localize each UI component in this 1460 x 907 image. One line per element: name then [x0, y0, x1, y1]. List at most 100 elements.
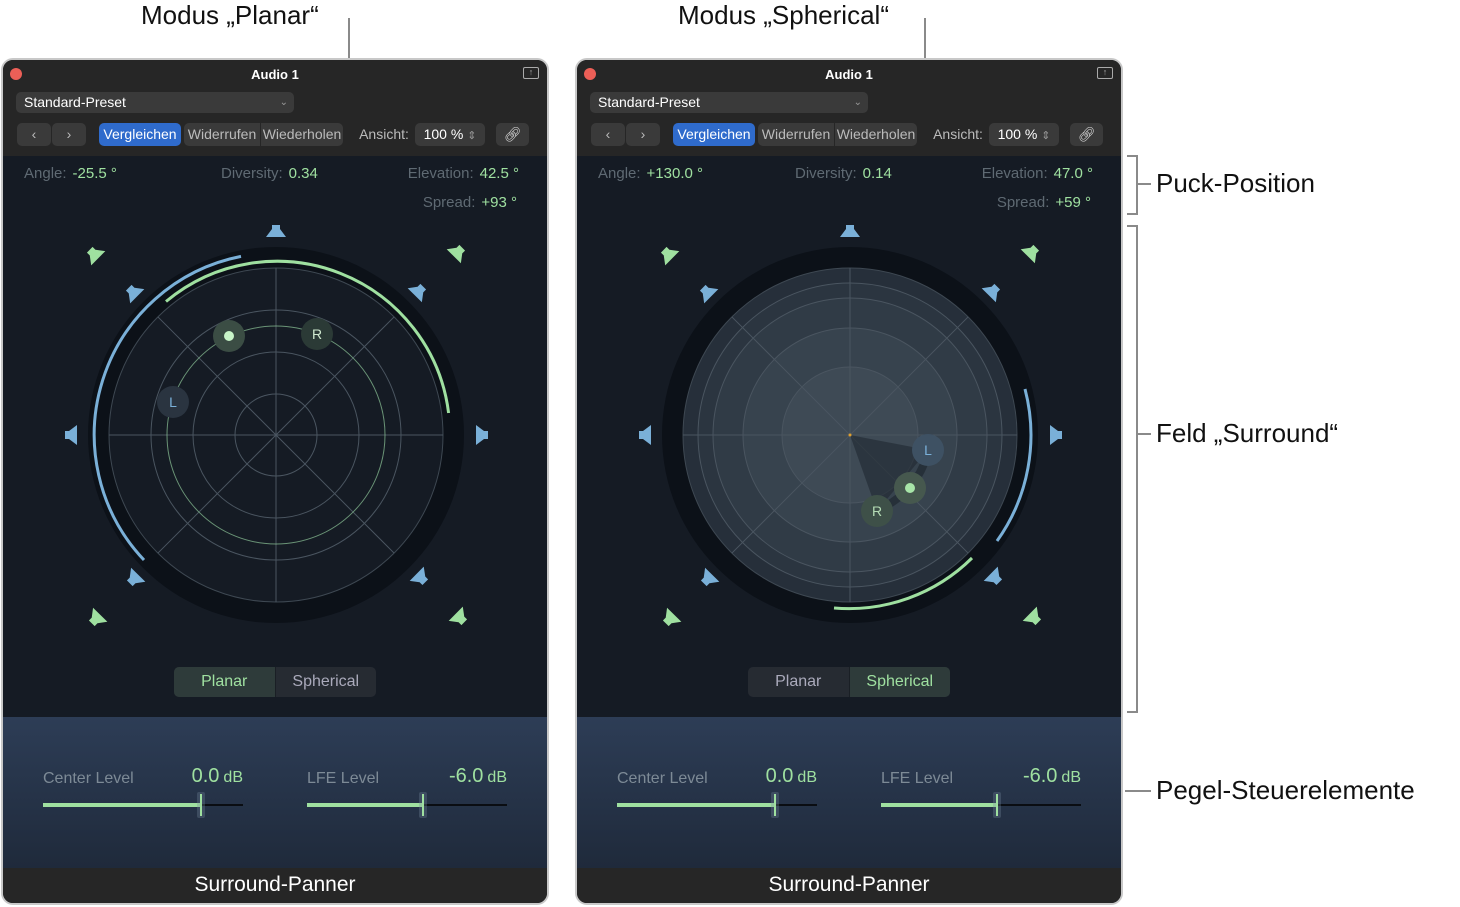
slider-thumb[interactable]	[419, 792, 427, 818]
diversity-value: 0.34	[288, 165, 318, 182]
surround-field[interactable]: LR	[577, 156, 1123, 716]
view-label: Ansicht:	[359, 126, 409, 142]
speaker-icon	[476, 425, 488, 445]
link-icon: 🔗︎	[1077, 126, 1096, 142]
window-title: Audio 1	[825, 67, 873, 82]
preset-value: Standard-Preset	[598, 94, 700, 110]
angle-value: +130.0 °	[646, 165, 704, 182]
surround-field[interactable]: LR	[3, 156, 549, 716]
channel-puck[interactable]	[861, 495, 893, 527]
stepper-icon: ⇕	[1041, 130, 1051, 142]
speaker-icon	[699, 284, 719, 304]
bracket	[1136, 155, 1138, 215]
speaker-icon	[409, 566, 429, 586]
speaker-icon	[86, 246, 106, 266]
speaker-icon	[639, 425, 651, 445]
center-level-label: Center Level	[43, 770, 134, 787]
preset-dropdown[interactable]: Standard-Preset ⌄	[590, 92, 868, 113]
popout-icon[interactable]: ↑	[1097, 67, 1113, 79]
bracket	[1127, 213, 1137, 215]
slider-thumb[interactable]	[771, 792, 779, 818]
planar-mode-button[interactable]: Planar	[775, 673, 822, 690]
slider-thumb[interactable]	[993, 792, 1001, 818]
compare-button[interactable]: Vergleichen	[673, 123, 755, 146]
channel-puck[interactable]	[301, 318, 333, 350]
redo-button[interactable]: Wiederholen	[835, 123, 917, 146]
angle-readout: Angle: +130.0 °	[598, 165, 703, 182]
compare-button[interactable]: Vergleichen	[99, 123, 181, 146]
speaker-icon	[448, 606, 468, 626]
spread-arc-green	[833, 556, 974, 611]
redo-button[interactable]: Wiederholen	[261, 123, 343, 146]
grid-line	[157, 316, 395, 554]
annotation-surround-field: Feld „Surround“	[1156, 418, 1339, 448]
bracket	[1127, 155, 1137, 157]
channel-label-r: R	[872, 503, 882, 519]
speaker-icon	[266, 225, 286, 237]
planar-mode-button[interactable]: Planar	[174, 667, 275, 697]
angle-value: -25.5 °	[72, 165, 117, 182]
lfe-level-label: LFE Level	[881, 770, 954, 787]
center-level-readout: 0.0 dB	[123, 765, 243, 788]
link-button[interactable]: 🔗︎	[496, 123, 529, 146]
spread-readout: Spread: +59 °	[997, 194, 1091, 211]
field-group: LR	[65, 225, 488, 627]
channel-puck[interactable]	[912, 434, 944, 466]
puck[interactable]	[905, 483, 915, 493]
channel-label-r: R	[312, 326, 322, 342]
center-level-slider[interactable]	[617, 792, 817, 818]
spread-arc-blue	[995, 388, 1033, 542]
speaker-icon	[65, 425, 77, 445]
next-preset-button[interactable]: ›	[52, 123, 86, 146]
undo-button[interactable]: Widerrufen	[184, 123, 260, 146]
speaker-icon	[981, 283, 1001, 303]
close-button[interactable]	[10, 68, 22, 80]
annotation-level-controls: Pegel-Steuerelemente	[1156, 775, 1415, 805]
window-footer: Surround-Panner	[577, 868, 1121, 903]
center-level-slider[interactable]	[43, 792, 243, 818]
diversity-label: Diversity:	[795, 165, 857, 182]
lfe-level-slider[interactable]	[307, 792, 507, 818]
view-label: Ansicht:	[933, 126, 983, 142]
spread-wedge	[850, 435, 928, 511]
diversity-label: Diversity:	[221, 165, 283, 182]
speaker-icon	[1022, 606, 1042, 626]
preset-dropdown[interactable]: Standard-Preset ⌄	[16, 92, 294, 113]
next-preset-button[interactable]: ›	[626, 123, 660, 146]
zoom-stepper[interactable]: 100 % ⇕	[989, 123, 1059, 146]
zoom-stepper[interactable]: 100 % ⇕	[415, 123, 485, 146]
spread-value: +59 °	[1055, 194, 1091, 211]
elevation-value: 42.5 °	[479, 165, 519, 182]
elevation-readout: Elevation: 42.5 °	[408, 165, 519, 182]
close-button[interactable]	[584, 68, 596, 80]
spherical-mode-button[interactable]: Spherical	[274, 667, 377, 697]
elevation-readout: Elevation: 47.0 °	[982, 165, 1093, 182]
popout-icon[interactable]: ↑	[523, 67, 539, 79]
lfe-level-slider[interactable]	[881, 792, 1081, 818]
slider-fill	[307, 803, 423, 807]
title-bar: Audio 1 ↑ Standard-Preset ⌄ ‹ › Vergleich…	[3, 60, 547, 156]
spread-label: Spread:	[996, 194, 1050, 211]
speaker-icon	[1020, 244, 1040, 264]
speaker-icon	[660, 246, 680, 266]
undo-button[interactable]: Widerrufen	[758, 123, 834, 146]
previous-preset-button[interactable]: ‹	[17, 123, 51, 146]
slider-fill	[617, 803, 775, 807]
speaker-icon	[1050, 425, 1062, 445]
chevron-down-icon: ⌄	[279, 97, 288, 108]
spherical-mode-button[interactable]: Spherical	[848, 667, 950, 697]
center-level-unit: dB	[223, 769, 243, 786]
speaker-icon	[126, 567, 146, 587]
field-group: LR	[639, 225, 1062, 627]
link-button[interactable]: 🔗︎	[1070, 123, 1103, 146]
puck[interactable]	[224, 331, 234, 341]
bracket	[1127, 711, 1137, 713]
mode-selector: Planar Spherical	[174, 667, 376, 697]
lfe-level-unit: dB	[487, 769, 507, 786]
slider-thumb[interactable]	[197, 792, 205, 818]
channel-puck[interactable]	[157, 386, 189, 418]
spread-value: +93 °	[481, 194, 517, 211]
speaker-icon	[840, 225, 860, 237]
level-controls: Center Level 0.0 dB LFE Level -6.0 dB	[577, 717, 1121, 868]
previous-preset-button[interactable]: ‹	[591, 123, 625, 146]
